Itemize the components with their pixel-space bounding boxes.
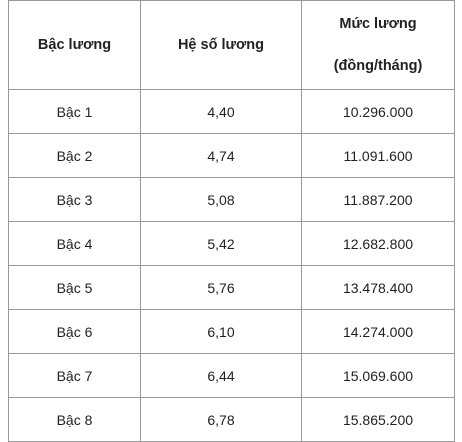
salary-table: Bậc lương Hệ số lương Mức lương (đồng/th…: [8, 0, 455, 442]
table-row: Bậc 1 4,40 10.296.000: [8, 89, 455, 134]
cell-salary: 14.274.000: [301, 309, 455, 354]
table-row: Bậc 3 5,08 11.887.200: [8, 177, 455, 222]
cell-coefficient: 4,74: [140, 133, 302, 178]
table-row: Bậc 2 4,74 11.091.600: [8, 133, 455, 178]
cell-coefficient: 6,44: [140, 353, 302, 398]
cell-salary: 15.069.600: [301, 353, 455, 398]
cell-grade: Bậc 5: [8, 265, 141, 310]
cell-coefficient: 5,42: [140, 221, 302, 266]
header-coefficient: Hệ số lương: [140, 0, 302, 90]
cell-grade: Bậc 7: [8, 353, 141, 398]
cell-coefficient: 5,76: [140, 265, 302, 310]
cell-grade: Bậc 4: [8, 221, 141, 266]
cell-grade: Bậc 6: [8, 309, 141, 354]
cell-grade: Bậc 1: [8, 89, 141, 134]
header-salary-unit: (đồng/tháng): [333, 58, 423, 74]
cell-grade: Bậc 3: [8, 177, 141, 222]
cell-salary: 12.682.800: [301, 221, 455, 266]
cell-grade: Bậc 8: [8, 397, 141, 442]
cell-salary: 11.091.600: [301, 133, 455, 178]
table-row: Bậc 7 6,44 15.069.600: [8, 353, 455, 398]
cell-coefficient: 6,10: [140, 309, 302, 354]
cell-coefficient: 6,78: [140, 397, 302, 442]
header-row: Bậc lương Hệ số lương Mức lương (đồng/th…: [8, 0, 455, 90]
header-salary: Mức lương (đồng/tháng): [301, 0, 455, 90]
cell-salary: 11.887.200: [301, 177, 455, 222]
header-salary-label: Mức lương: [339, 16, 417, 32]
table-row: Bậc 6 6,10 14.274.000: [8, 309, 455, 354]
header-grade: Bậc lương: [8, 0, 141, 90]
cell-grade: Bậc 2: [8, 133, 141, 178]
table-row: Bậc 5 5,76 13.478.400: [8, 265, 455, 310]
table-row: Bậc 4 5,42 12.682.800: [8, 221, 455, 266]
cell-coefficient: 5,08: [140, 177, 302, 222]
cell-coefficient: 4,40: [140, 89, 302, 134]
cell-salary: 13.478.400: [301, 265, 455, 310]
cell-salary: 10.296.000: [301, 89, 455, 134]
cell-salary: 15.865.200: [301, 397, 455, 442]
table-row: Bậc 8 6,78 15.865.200: [8, 397, 455, 442]
